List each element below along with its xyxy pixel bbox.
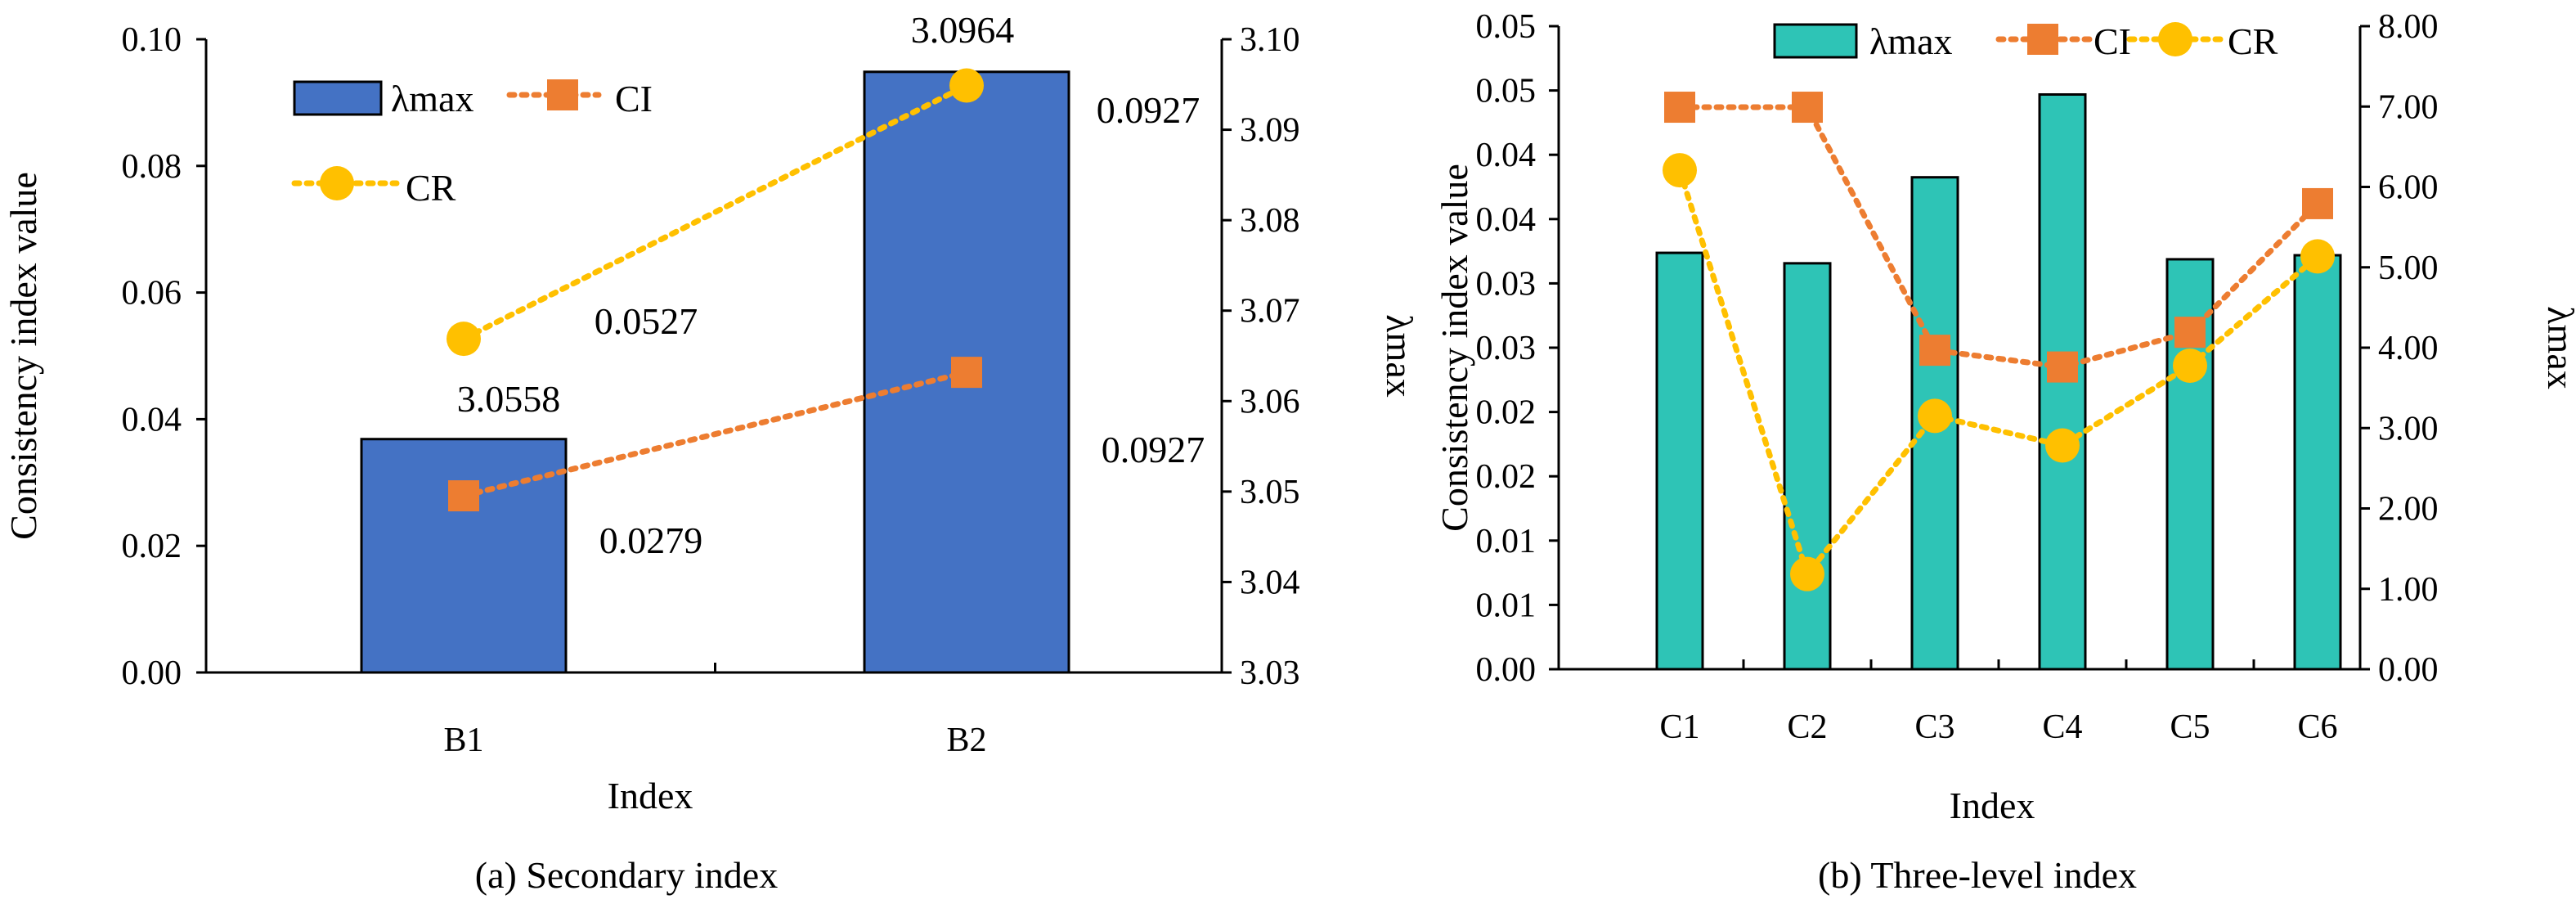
data-label-a: 0.0927 [1097, 89, 1200, 131]
point-cr-b-C6 [2300, 239, 2335, 274]
y-axis-title-right-b: λmax [2540, 306, 2576, 389]
point-ci-b-C3 [1919, 335, 1950, 367]
tick-label-right-a: 3.09 [1240, 112, 1300, 150]
data-label-a: 3.0964 [911, 9, 1015, 51]
tick-label-left-b: 0.02 [1476, 394, 1537, 432]
tick-label-left-a: 0.02 [122, 528, 182, 565]
point-ci-b-C5 [2174, 317, 2206, 349]
data-label-a: 0.0527 [595, 300, 698, 342]
series-line-ci-a [460, 369, 970, 499]
bar-b-C1 [1655, 251, 1704, 671]
point-ci-b-C4 [2047, 351, 2078, 383]
tick-label-left-b: 0.04 [1476, 137, 1537, 174]
tick-label-right-a: 3.08 [1240, 202, 1300, 240]
point-ci-a-B1 [448, 480, 479, 512]
series-line-ci-b [1676, 104, 2321, 371]
tick-label-right-b: 0.00 [2378, 651, 2439, 689]
tick-label-right-a: 3.03 [1240, 654, 1300, 692]
point-cr-a-B2 [949, 68, 984, 103]
legend-swatch-lambda-b [1773, 23, 1858, 59]
tick-label-left-b: 0.01 [1476, 523, 1537, 560]
tick-label-right-a: 3.05 [1240, 474, 1300, 511]
point-ci-b-C6 [2302, 187, 2333, 219]
tick-label-left-b: 0.01 [1476, 587, 1537, 624]
tick-label-right-a: 3.10 [1240, 21, 1300, 59]
legend-label-ci-b: CI [2094, 20, 2131, 62]
legend-marker-cr-a [320, 166, 354, 200]
x-axis-title-a: Index [608, 775, 693, 816]
legend-label-lambda-a: λmax [391, 78, 474, 119]
point-ci-b-C1 [1664, 92, 1695, 124]
tick-label-left-b: 0.03 [1476, 265, 1537, 303]
tick-label-right-b: 8.00 [2378, 8, 2439, 46]
legend-marker-ci-a [547, 79, 578, 110]
tick-label-left-b: 0.03 [1476, 330, 1537, 367]
bar-b-C6 [2293, 254, 2342, 671]
y-axis-title-left-a: Consistency index value [2, 172, 44, 540]
x-tick-label-a: B2 [946, 722, 986, 759]
point-cr-a-B1 [447, 322, 481, 357]
point-ci-b-C2 [1792, 92, 1823, 124]
tick-label-right-a: 3.04 [1240, 564, 1300, 601]
tick-label-left-a: 0.08 [122, 148, 182, 186]
y-axis-title-right-a: λmax [1379, 314, 1420, 398]
tick-label-left-b: 0.02 [1476, 458, 1537, 496]
tick-label-left-b: 0.00 [1476, 651, 1537, 689]
legend-label-lambda-b: λmax [1869, 20, 1953, 62]
point-cr-b-C5 [2173, 349, 2207, 384]
point-cr-b-C3 [1918, 398, 1952, 434]
legend-label-cr-b: CR [2228, 20, 2278, 62]
bar-a-B1 [360, 438, 568, 674]
x-axis-title-b: Index [1950, 785, 2035, 826]
y-axis-title-left-b: Consistency index value [1434, 164, 1475, 532]
point-ci-a-B2 [951, 357, 982, 389]
legend-marker-ci-b [2027, 24, 2058, 55]
point-cr-b-C2 [1790, 556, 1824, 591]
tick-label-left-a: 0.10 [122, 21, 182, 59]
tick-label-left-b: 0.05 [1476, 8, 1537, 46]
point-cr-b-C1 [1663, 153, 1697, 188]
x-tick-label-b: C2 [1787, 708, 1827, 746]
x-tick-label-b: C1 [1659, 708, 1699, 746]
tick-label-right-b: 6.00 [2378, 169, 2439, 207]
series-line-cr-a [460, 83, 970, 342]
x-tick-label-a: B1 [443, 722, 483, 759]
data-label-a: 0.0279 [599, 519, 703, 561]
tick-label-right-a: 3.06 [1240, 383, 1300, 421]
legend-swatch-lambda-a [293, 80, 383, 116]
x-tick-label-b: C4 [2042, 708, 2082, 746]
x-tick-label-b: C3 [1914, 708, 1954, 746]
tick-label-left-a: 0.04 [122, 401, 182, 439]
x-tick-label-b: C6 [2297, 708, 2337, 746]
legend-label-ci-a: CI [615, 78, 653, 119]
tick-label-right-b: 2.00 [2378, 491, 2439, 528]
tick-label-right-a: 3.07 [1240, 293, 1300, 331]
tick-label-left-b: 0.05 [1476, 73, 1537, 110]
tick-label-right-b: 4.00 [2378, 330, 2439, 367]
tick-label-right-b: 3.00 [2378, 410, 2439, 448]
caption-a: (a) Secondary index [475, 854, 778, 896]
point-cr-b-C4 [2045, 428, 2080, 463]
tick-label-left-b: 0.04 [1476, 201, 1537, 239]
data-label-a: 0.0927 [1102, 429, 1205, 470]
series-line-cr-b [1676, 167, 2321, 580]
tick-label-right-b: 7.00 [2378, 88, 2439, 126]
legend-marker-cr-b [2158, 22, 2192, 56]
x-tick-label-b: C5 [2170, 708, 2210, 746]
tick-label-right-b: 1.00 [2378, 571, 2439, 609]
bar-b-C2 [1783, 262, 1832, 671]
caption-b: (b) Three-level index [1818, 854, 2137, 896]
tick-label-right-b: 5.00 [2378, 250, 2439, 287]
data-label-a: 3.0558 [457, 378, 561, 420]
tick-label-left-a: 0.00 [122, 654, 182, 692]
tick-label-left-a: 0.06 [122, 275, 182, 313]
legend-label-cr-a: CR [406, 167, 456, 209]
